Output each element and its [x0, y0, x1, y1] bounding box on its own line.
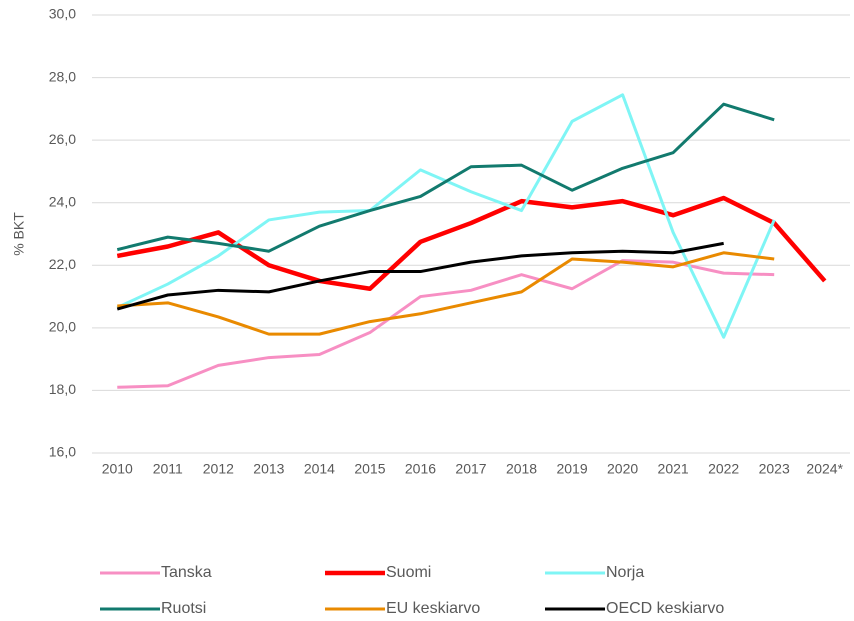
x-tick-label: 2023	[759, 461, 790, 477]
x-tick-label: 2020	[607, 461, 638, 477]
x-tick-label: 2014	[304, 461, 335, 477]
x-tick-label: 2022	[708, 461, 739, 477]
legend-label: Norja	[606, 564, 644, 581]
legend-label: Suomi	[386, 564, 431, 581]
x-tick-label: 2015	[354, 461, 385, 477]
x-tick-label: 2018	[506, 461, 537, 477]
series-line	[116, 102, 775, 253]
legend-label: OECD keskiarvo	[606, 600, 724, 617]
y-tick-label: 26,0	[49, 131, 76, 147]
x-tick-label: 2012	[203, 461, 234, 477]
series-line	[117, 259, 775, 389]
series-line	[117, 251, 775, 336]
y-tick-label: 30,0	[49, 6, 76, 22]
x-tick-label: 2019	[556, 461, 587, 477]
x-tick-label: 2013	[253, 461, 284, 477]
y-tick-label: 24,0	[49, 193, 76, 209]
y-tick-label: 28,0	[49, 68, 76, 84]
y-tick-label: 18,0	[49, 381, 76, 397]
y-tick-label: 16,0	[49, 444, 76, 460]
legend: Tanska Suomi Norja Ruotsi EU keskiarvo OECD k…	[100, 564, 724, 617]
y-tick-label: 20,0	[49, 319, 76, 335]
legend-label: Ruotsi	[161, 600, 206, 617]
x-tick-label: 2017	[455, 461, 486, 477]
legend-label: Tanska	[161, 564, 212, 581]
x-tick-label: 2010	[102, 461, 133, 477]
y-tick-label: 22,0	[49, 256, 76, 272]
x-tick-label: 2021	[658, 461, 689, 477]
legend-label: EU keskiarvo	[386, 600, 480, 617]
x-tick-label: 2024*	[806, 461, 843, 477]
series-line	[116, 241, 724, 311]
x-tick-label: 2016	[405, 461, 436, 477]
x-tick-label: 2011	[153, 461, 183, 477]
y-axis-label: % BKT	[11, 212, 27, 256]
